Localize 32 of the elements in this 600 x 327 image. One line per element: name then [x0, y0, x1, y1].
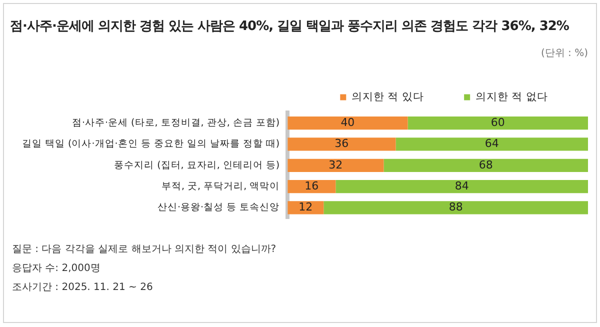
y-tick-label: 풍수지리 (집터, 묘자리, 인테리어 등)	[114, 160, 280, 171]
bar	[288, 201, 324, 214]
bar	[288, 116, 408, 130]
data-label: 68	[478, 158, 493, 172]
data-label: 12	[298, 200, 313, 214]
bar	[396, 138, 588, 151]
data-label: 64	[484, 137, 499, 150]
bar	[324, 201, 588, 214]
y-tick-label: 길일 택일 (이사·개업·혼인 등 중요한 일의 날짜를 정할 때)	[22, 138, 280, 150]
text: 질문 : 다음 각각을 실제로 해보거나 의지한 적이 있습니까?	[12, 243, 276, 257]
data-label: 36	[334, 137, 349, 150]
bar	[336, 180, 588, 194]
y-tick-label: 산신·용왕·칠성 등 토속신앙	[158, 202, 280, 214]
text: 조사기간 : 2025. 11. 21 ~ 26	[12, 281, 154, 295]
legend-label: 의지한 적 없다	[475, 90, 548, 103]
y-tick-label: 점·사주·운세 (타로, 토정비결, 관상, 손금 포함)	[72, 118, 280, 129]
data-label: 88	[448, 200, 463, 214]
y-tick-label: 부적, 굿, 푸닥거리, 액막이	[161, 181, 280, 192]
chart-title: 점·사주·운세에 의지한 경험 있는 사람은 40%, 길일 택일과 풍수지리 의존 경험도 각각 36%, 32%	[10, 18, 569, 35]
text: (단위 : %)	[540, 47, 588, 60]
data-label: 32	[328, 158, 343, 172]
text: 응답자 수: 2,000명	[12, 262, 102, 276]
data-label: 16	[304, 179, 319, 192]
bar	[288, 158, 384, 172]
bar	[384, 158, 588, 172]
data-label: 40	[340, 116, 355, 129]
bar	[288, 138, 396, 151]
legend-label: 의지한 적 있다	[351, 90, 424, 103]
bar	[288, 180, 336, 194]
data-label: 60	[490, 116, 505, 129]
data-label: 84	[454, 179, 469, 192]
bar	[408, 116, 588, 130]
